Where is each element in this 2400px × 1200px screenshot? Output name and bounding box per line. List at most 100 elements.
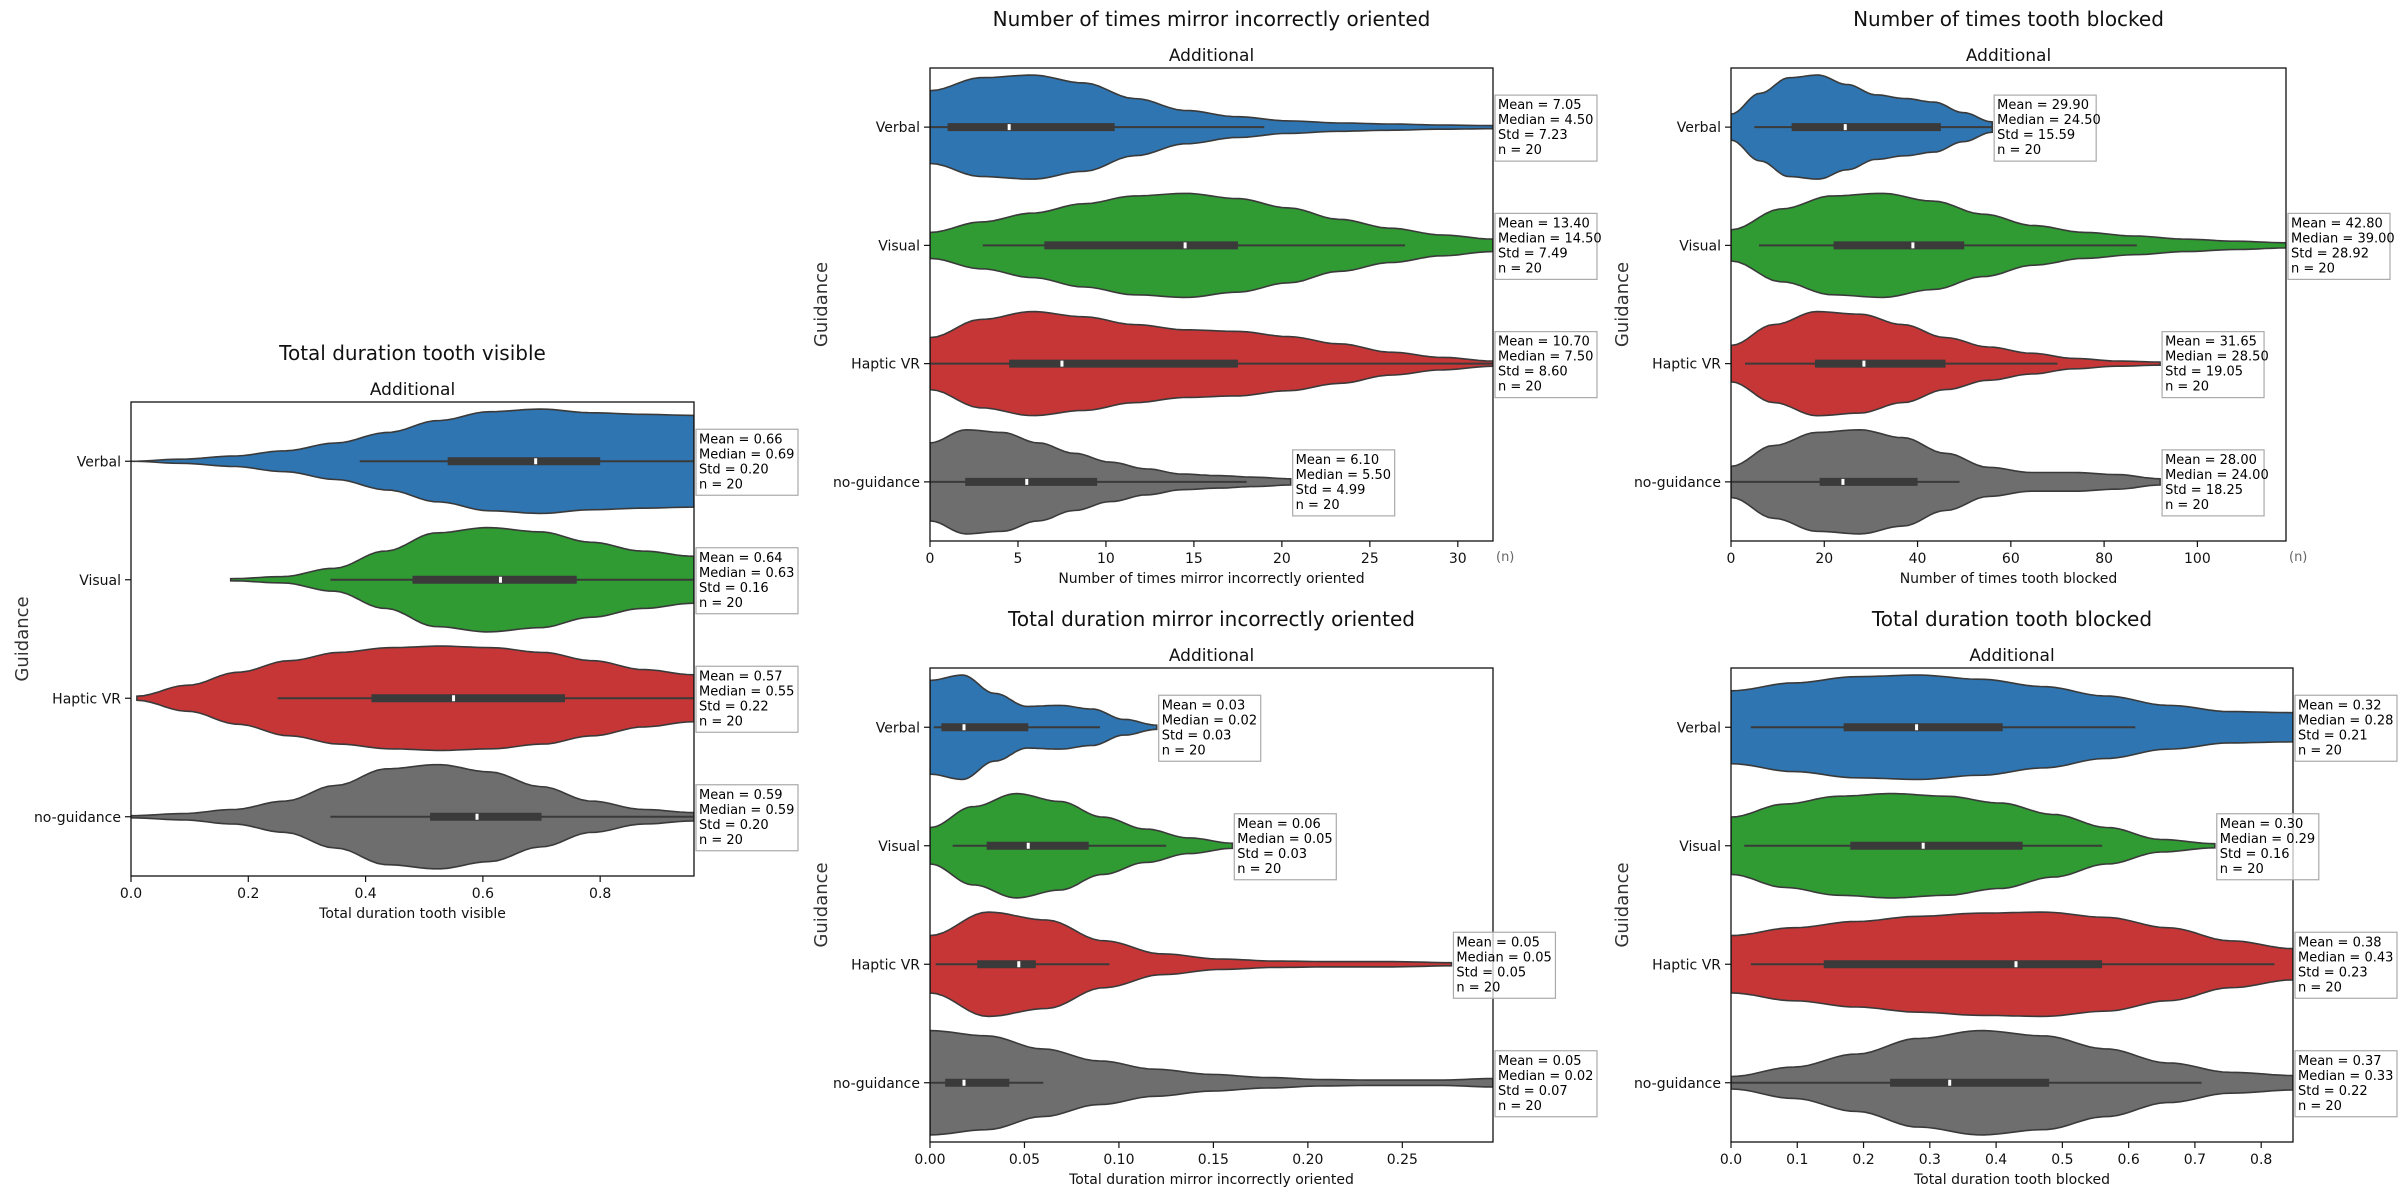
iqr-box-haptic-vr [1009, 359, 1238, 368]
stat-n: n = 20 [2291, 261, 2335, 276]
median-marker-verbal [1843, 124, 1847, 131]
x-tick-label: 0 [1727, 551, 1736, 567]
median-marker-no-guidance [1948, 1079, 1952, 1086]
stat-mean: Mean = 7.05 [1498, 98, 1582, 113]
iqr-box-visual [1833, 241, 1965, 250]
axes-frame [929, 667, 1494, 1143]
violins [1731, 674, 2293, 1136]
x-axis-label: Total duration tooth visible [318, 906, 506, 922]
stat-mean: Mean = 42.80 [2291, 216, 2383, 231]
x-axis-label: Number of times tooth blocked [1900, 571, 2118, 587]
chart-subtitle: Additional [1169, 646, 1254, 666]
stat-median: Median = 5.50 [1296, 468, 1391, 483]
median-marker-no-guidance [1841, 478, 1845, 485]
y-tick-label: no-guidance [1634, 1076, 1721, 1092]
iqr-box-verbal [941, 723, 1029, 732]
stat-n: n = 20 [1498, 261, 1542, 276]
stats-box-frame [2216, 813, 2320, 881]
x-tick-label: 0.15 [1198, 1152, 1229, 1168]
x-axis-label: Total duration mirror incorrectly orient… [1068, 1172, 1354, 1188]
stat-n: n = 20 [1456, 980, 1500, 995]
y-tick-label: Haptic VR [52, 691, 121, 707]
stats-box-frame [695, 665, 799, 733]
stat-mean: Mean = 0.38 [2298, 935, 2382, 950]
x-tick-label: 0.20 [1292, 1152, 1323, 1168]
x-tick-label: 0.0 [1720, 1152, 1742, 1168]
stat-median: Median = 39.00 [2291, 231, 2395, 246]
stats-box-frame [1494, 94, 1598, 162]
median-marker-no-guidance [475, 813, 479, 820]
x-tick-label: 0.4 [354, 886, 376, 902]
x-tick-label: 0.00 [914, 1152, 945, 1168]
x-tick-label: 20 [1273, 551, 1291, 567]
stat-median: Median = 0.33 [2298, 1069, 2393, 1084]
iqr-box-no-guidance [965, 477, 1098, 486]
iqr-box-verbal [447, 457, 601, 466]
y-tick-label: Verbal [876, 720, 920, 736]
stat-std: Std = 0.16 [699, 581, 769, 596]
median-marker-verbal [1007, 124, 1011, 131]
chart-title: Total duration mirror incorrectly orient… [1007, 607, 1415, 631]
stat-std: Std = 18.25 [2165, 483, 2243, 498]
stat-n: n = 20 [1296, 498, 1340, 513]
stat-median: Median = 7.50 [1498, 350, 1593, 365]
stat-mean: Mean = 31.65 [2165, 335, 2257, 350]
stats-box-frame [2294, 931, 2398, 999]
stats-box-frame [1993, 94, 2097, 162]
iqr-box-no-guidance [430, 812, 542, 821]
stat-mean: Mean = 13.40 [1498, 216, 1590, 231]
x-tick-label: 0.6 [2118, 1152, 2140, 1168]
stats-box-frame [2287, 212, 2391, 280]
stats-box-frame [1494, 1050, 1598, 1118]
median-marker-haptic-vr [1862, 360, 1866, 367]
iqr-box-verbal [1791, 123, 1941, 132]
stat-median: Median = 0.63 [699, 566, 794, 581]
y-tick-label: Visual [1679, 238, 1721, 254]
x-tick-label: 80 [2095, 551, 2113, 567]
stat-std: Std = 15.59 [1997, 128, 2075, 143]
y-tick-label: Verbal [876, 120, 920, 136]
y-tick-label: Visual [878, 238, 920, 254]
axes-frame [1730, 667, 2294, 1143]
x-tick-label: 0.05 [1009, 1152, 1040, 1168]
median-marker-visual [1921, 842, 1925, 849]
y-tick-label: Visual [1679, 839, 1721, 855]
stat-mean: Mean = 29.90 [1997, 98, 2089, 113]
stat-n: n = 20 [699, 477, 743, 492]
x-tick-label: 20 [1815, 551, 1833, 567]
stat-std: Std = 4.99 [1296, 483, 1366, 498]
x-tick-label: 10 [1097, 551, 1115, 567]
stats-box-frame [2294, 1050, 2398, 1118]
x-tick-label: 0.0 [120, 886, 142, 902]
x-tick-label: 0.5 [2051, 1152, 2073, 1168]
stat-mean: Mean = 6.10 [1296, 453, 1380, 468]
stat-std: Std = 0.22 [2298, 1084, 2368, 1099]
x-tick-label: 5 [1014, 551, 1023, 567]
stat-std: Std = 0.20 [699, 462, 769, 477]
stats-box-frame [1158, 694, 1262, 762]
x-tick-label: 100 [2184, 551, 2211, 567]
median-marker-visual [1026, 842, 1030, 849]
x-tick-label: 0.10 [1103, 1152, 1134, 1168]
median-marker-visual [498, 576, 502, 583]
y-axis-label: Guidance [811, 862, 832, 947]
stat-n: n = 20 [699, 833, 743, 848]
chart-title: Number of times tooth blocked [1853, 7, 2164, 31]
y-tick-label: no-guidance [833, 1076, 920, 1092]
stat-mean: Mean = 28.00 [2165, 453, 2257, 468]
violins [930, 74, 1493, 535]
y-tick-label: Visual [79, 573, 121, 589]
stat-median: Median = 0.55 [699, 684, 794, 699]
stat-std: Std = 0.16 [2220, 847, 2290, 862]
x-tick-label: 0.2 [237, 886, 259, 902]
x-tick-label: 15 [1185, 551, 1203, 567]
chart-subtitle: Additional [1969, 646, 2054, 666]
stat-std: Std = 0.03 [1237, 847, 1307, 862]
